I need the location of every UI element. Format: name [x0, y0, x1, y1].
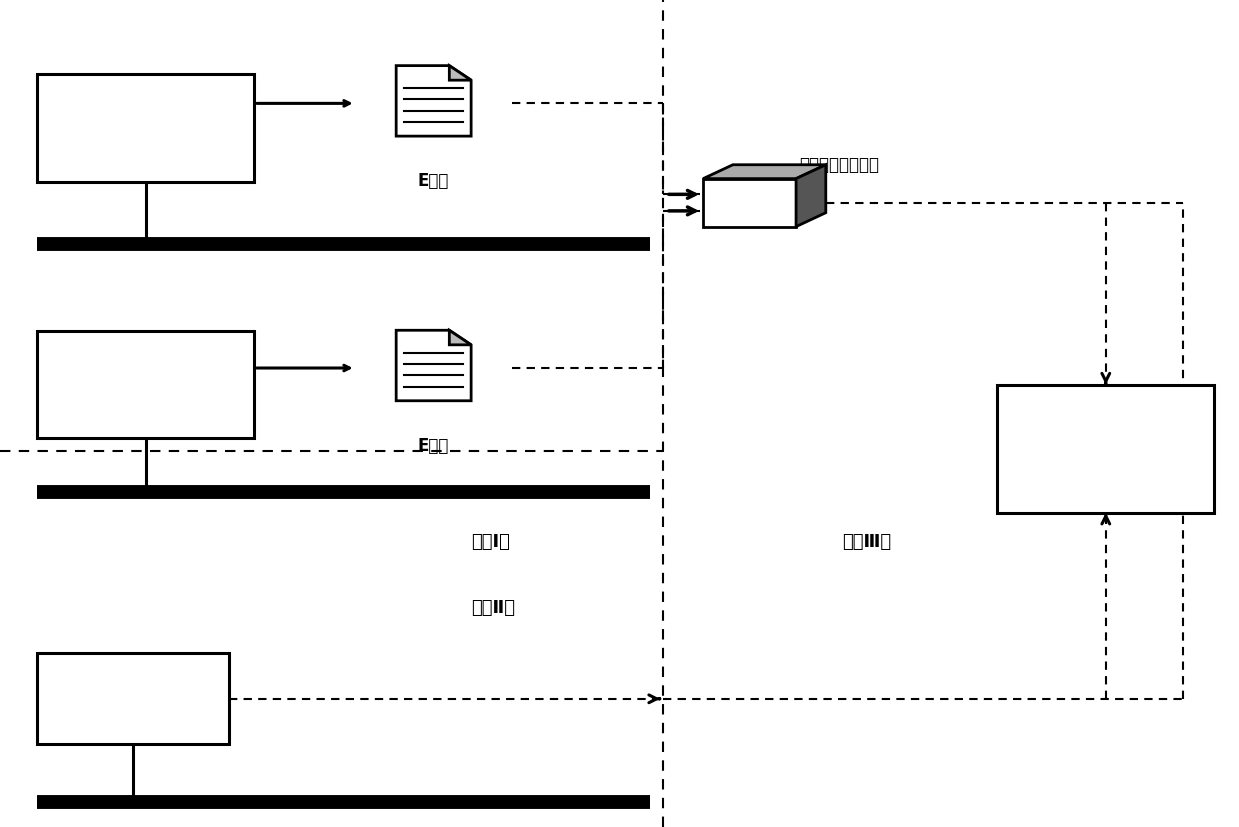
Text: E文件: E文件: [418, 172, 450, 190]
Text: 4D展示系统: 4D展示系统: [1068, 439, 1144, 458]
Text: 安全Ⅲ区: 安全Ⅲ区: [843, 533, 892, 551]
Text: E文件: E文件: [418, 437, 450, 455]
Bar: [37, 331, 254, 438]
Polygon shape: [450, 330, 471, 345]
Polygon shape: [704, 165, 825, 179]
Text: 横向安全隔离装置: 横向安全隔离装置: [799, 156, 880, 174]
Bar: [704, 179, 795, 227]
Polygon shape: [396, 65, 471, 136]
Bar: [37, 74, 254, 182]
Text: 安全Ⅱ区: 安全Ⅱ区: [471, 599, 515, 617]
Bar: [37, 653, 229, 744]
Bar: [997, 385, 1214, 513]
Polygon shape: [450, 65, 471, 80]
Text: 安全Ⅰ区: 安全Ⅰ区: [471, 533, 509, 551]
Text: 交流监控系统: 交流监控系统: [113, 375, 178, 394]
Text: 直流监控系统: 直流监控系统: [113, 119, 178, 137]
Polygon shape: [795, 165, 825, 227]
Text: 视频系统: 视频系统: [112, 690, 155, 708]
Polygon shape: [396, 330, 471, 401]
